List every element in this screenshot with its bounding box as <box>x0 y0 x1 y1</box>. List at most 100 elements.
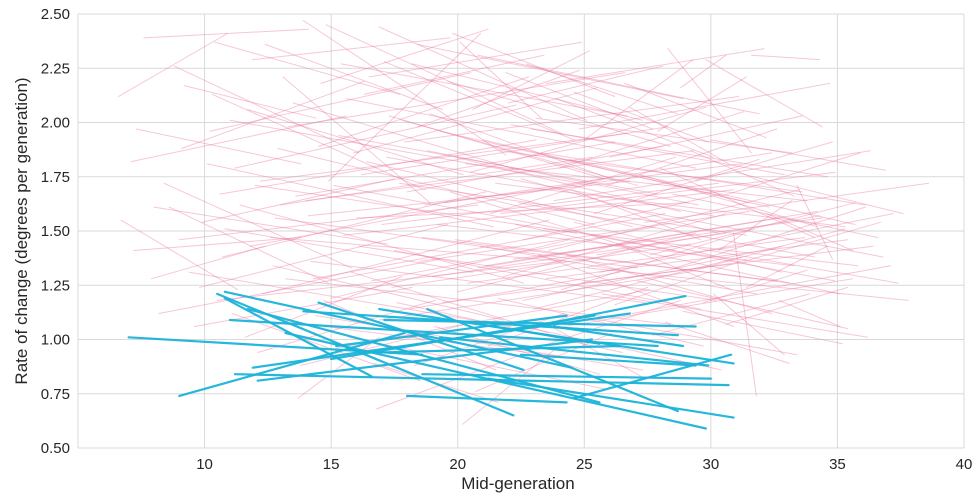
pink-line-segment <box>371 226 656 282</box>
pink-line-segment <box>581 245 874 284</box>
pink-line-segment <box>629 106 730 165</box>
pink-line-segment <box>310 260 646 304</box>
pink-line-segment <box>391 243 692 288</box>
pink-line-segment <box>269 237 568 262</box>
pink-line-segment <box>512 217 823 260</box>
pink-line-segment <box>702 269 808 304</box>
blue-line-segment <box>223 297 373 378</box>
pink-line-segment <box>457 232 697 293</box>
pink-line-segment <box>735 171 904 215</box>
pink-line-segment <box>705 59 823 128</box>
y-tick-label: 0.50 <box>41 440 70 457</box>
pink-line-segment <box>500 171 836 215</box>
pink-line-segment <box>368 41 583 78</box>
pink-line-segment <box>376 354 522 410</box>
pink-line-segment <box>404 96 740 143</box>
pink-line-segment <box>664 321 790 364</box>
pink-line-segment <box>163 182 352 269</box>
pink-line-segment <box>378 26 588 121</box>
pink-line-segment <box>442 263 732 304</box>
pink-line-segment <box>416 43 684 100</box>
x-axis-label: Mid-generation <box>461 474 574 493</box>
pink-line-segment <box>507 65 664 104</box>
x-tick-label: 35 <box>829 456 846 473</box>
y-tick-label: 0.75 <box>41 386 70 403</box>
pink-line-segment <box>429 113 618 182</box>
pink-line-segment <box>573 91 709 143</box>
pink-line-segment <box>667 48 752 154</box>
pink-line-segment <box>497 297 704 347</box>
pink-line-segment <box>543 228 859 267</box>
x-tick-labels: 10 15 20 25 30 35 40 <box>196 456 972 473</box>
pink-line-segment <box>631 265 892 314</box>
pink-line-segment <box>550 326 646 380</box>
y-tick-label: 1.50 <box>41 223 70 240</box>
pink-line-segment <box>495 182 846 228</box>
pink-line-segment <box>778 299 841 327</box>
blue-line-segment <box>178 331 406 397</box>
pink-line-segment <box>249 178 603 247</box>
y-axis-label: Rate of change (degrees per generation) <box>12 77 31 384</box>
blue-line-segment <box>552 325 685 348</box>
pink-line-segment <box>247 109 464 176</box>
pink-line-segment <box>766 213 854 251</box>
pink-line-segment <box>523 245 783 301</box>
pink-line-segment <box>690 150 795 197</box>
pink-line-segment <box>416 69 580 128</box>
pink-line-segment <box>409 271 621 310</box>
pink-line-segment <box>120 219 238 291</box>
pink-line-segment <box>452 33 616 97</box>
pink-line-segment <box>206 163 494 228</box>
pink-line-segment <box>720 152 861 197</box>
pink-line-segment <box>150 245 266 280</box>
blue-line-segment <box>406 394 568 404</box>
pink-line-segment <box>173 65 360 154</box>
pink-line-segment <box>614 258 747 306</box>
pink-line-segment <box>244 276 403 338</box>
pink-line-segment <box>477 217 780 269</box>
blue-line-segment <box>573 353 733 400</box>
blue-line-segment <box>487 377 735 419</box>
pink-line-segment <box>571 189 702 241</box>
pink-line-segment <box>596 215 821 256</box>
pink-line-segment <box>338 135 659 195</box>
pink-line-segment <box>353 87 598 154</box>
blue-line-segment <box>509 295 687 332</box>
pink-line-segment <box>297 336 380 399</box>
pink-line-segment <box>426 150 699 206</box>
pink-line-segment <box>366 161 633 228</box>
y-tick-label: 1.25 <box>41 277 70 294</box>
pink-line-segment <box>545 48 765 84</box>
pink-line-segment <box>275 217 638 269</box>
x-tick-label: 15 <box>323 456 340 473</box>
pink-line-segment <box>725 286 849 325</box>
pink-line-segment <box>672 193 879 238</box>
pink-line-segment <box>558 111 745 169</box>
pink-line-segment <box>320 28 489 84</box>
blue-line-segment <box>317 301 525 371</box>
pink-line-segment <box>591 234 836 282</box>
pink-line-segment <box>712 293 785 356</box>
pink-line-segment <box>500 150 803 193</box>
pink-line-segment <box>229 119 593 186</box>
pink-line-segment <box>254 184 578 234</box>
pink-line-segment <box>718 200 793 251</box>
y-tick-label: 1.00 <box>41 332 70 349</box>
pink-line-segment <box>216 260 562 301</box>
pink-line-segment <box>307 180 631 217</box>
pink-line-segment <box>490 156 676 215</box>
pink-line-segment <box>505 72 654 130</box>
pink-line-segment <box>553 150 871 202</box>
pink-line-segment <box>259 132 628 182</box>
blue-series <box>127 290 735 430</box>
pink-line-segment <box>530 128 828 178</box>
blue-line-segment <box>383 318 697 328</box>
pink-line-segment <box>272 265 504 321</box>
pink-line-segment <box>221 191 487 258</box>
pink-line-segment <box>697 247 899 284</box>
pink-line-segment <box>133 237 302 251</box>
blue-line-segment <box>519 353 697 367</box>
pink-line-segment <box>378 271 689 321</box>
pink-line-segment <box>135 128 302 165</box>
y-tick-label: 2.25 <box>41 60 70 77</box>
